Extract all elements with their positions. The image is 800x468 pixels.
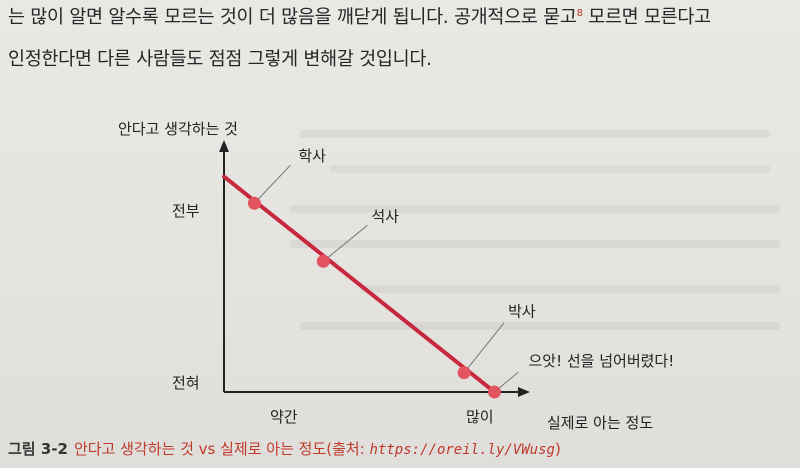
- data-point: [487, 385, 501, 399]
- figure-number: 그림 3-2: [8, 440, 68, 458]
- x-axis-arrow: [518, 387, 530, 397]
- figure-title-end: ): [554, 440, 561, 458]
- callout-leader-line: [253, 164, 291, 204]
- figure-title: 안다고 생각하는 것 vs 실제로 아는 정도(출처:: [73, 440, 370, 458]
- trend-line: [222, 174, 497, 394]
- show-through-text: [330, 165, 770, 173]
- data-point-label: 석사: [371, 207, 399, 225]
- body-paragraph-line-2: 인정한다면 다른 사람들도 점점 그렇게 변해갈 것입니다.: [8, 49, 432, 70]
- data-point-label: 박사: [508, 303, 536, 321]
- y-tick-label-all: 전부: [172, 202, 200, 220]
- show-through-text: [360, 285, 780, 293]
- data-point: [247, 196, 261, 210]
- data-point: [316, 254, 330, 268]
- data-point-label: 학사: [298, 147, 326, 165]
- callout-leader-line: [463, 322, 505, 373]
- show-through-text: [290, 205, 780, 213]
- body-paragraph-line-1: 는 많이 알면 알수록 모르는 것이 더 많음을 깨닫게 됩니다. 공개적으로 …: [8, 2, 798, 34]
- y-axis-label: 안다고 생각하는 것: [118, 120, 238, 138]
- data-point: [457, 366, 471, 380]
- source-link[interactable]: https://oreil.ly/VWusg: [369, 442, 555, 458]
- show-through-text: [300, 322, 780, 330]
- footnote-marker[interactable]: 8: [576, 7, 583, 19]
- chart-axes: [219, 140, 530, 397]
- x-tick-label-much: 많이: [466, 408, 494, 426]
- y-tick-label-none: 전혀: [172, 374, 200, 392]
- data-point-label: 으앗! 선을 넘어버렸다!: [528, 352, 674, 370]
- body-text-segment: 모르면 모른다고: [582, 7, 711, 28]
- show-through-text: [290, 240, 780, 248]
- show-through-text: [300, 130, 770, 138]
- x-axis-label: 실제로 아는 정도: [547, 414, 653, 432]
- figure-caption: 그림 3-2 안다고 생각하는 것 vs 실제로 아는 정도(출처: https:…: [8, 438, 561, 461]
- body-text-segment: 는 많이 알면 알수록 모르는 것이 더 많음을 깨닫게 됩니다. 공개적으로 …: [8, 7, 577, 28]
- y-axis-arrow: [219, 140, 229, 152]
- x-tick-label-some: 약간: [270, 408, 298, 426]
- callout-leader-line: [323, 224, 368, 262]
